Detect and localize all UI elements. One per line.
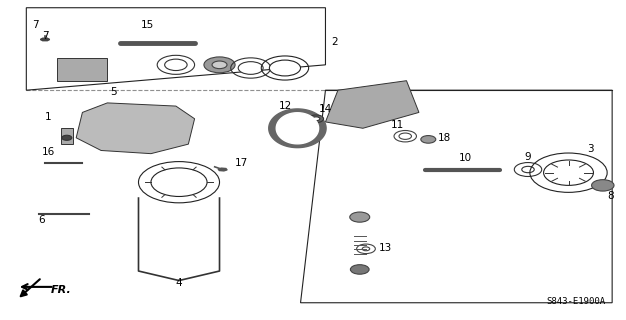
Polygon shape (40, 38, 49, 41)
Text: 1: 1 (45, 112, 51, 122)
Text: 9: 9 (525, 152, 531, 162)
Circle shape (543, 160, 593, 185)
Circle shape (212, 61, 227, 69)
Circle shape (269, 60, 300, 76)
Text: 16: 16 (41, 147, 54, 157)
Circle shape (522, 166, 534, 173)
Circle shape (239, 62, 263, 74)
Polygon shape (276, 113, 319, 144)
Circle shape (350, 212, 370, 222)
Text: 3: 3 (587, 144, 594, 154)
Circle shape (165, 59, 187, 70)
Text: 12: 12 (279, 101, 292, 111)
Text: FR.: FR. (51, 285, 72, 295)
Circle shape (204, 57, 235, 73)
Text: 18: 18 (438, 133, 451, 143)
Text: 7: 7 (42, 31, 48, 41)
Text: S843-E1900A: S843-E1900A (546, 297, 606, 306)
Polygon shape (326, 81, 419, 128)
Circle shape (62, 135, 72, 140)
Circle shape (362, 247, 370, 251)
Text: 6: 6 (39, 215, 45, 225)
Polygon shape (61, 128, 73, 144)
Polygon shape (269, 109, 326, 148)
Text: 14: 14 (319, 104, 332, 114)
Text: 2: 2 (332, 37, 338, 47)
Polygon shape (76, 103, 195, 154)
Circle shape (592, 180, 614, 191)
Circle shape (151, 168, 207, 196)
Circle shape (312, 117, 320, 121)
Text: 7: 7 (33, 20, 39, 30)
Text: 10: 10 (459, 153, 472, 163)
Text: 11: 11 (391, 120, 404, 130)
Text: 8: 8 (607, 191, 613, 201)
Text: 17: 17 (235, 158, 249, 168)
Circle shape (421, 136, 436, 143)
Text: 4: 4 (176, 278, 182, 288)
Text: 13: 13 (379, 243, 392, 253)
Text: 5: 5 (110, 86, 117, 97)
Polygon shape (58, 59, 107, 81)
Polygon shape (218, 168, 227, 171)
Text: 15: 15 (141, 20, 155, 30)
Circle shape (399, 133, 411, 140)
Circle shape (351, 265, 369, 274)
